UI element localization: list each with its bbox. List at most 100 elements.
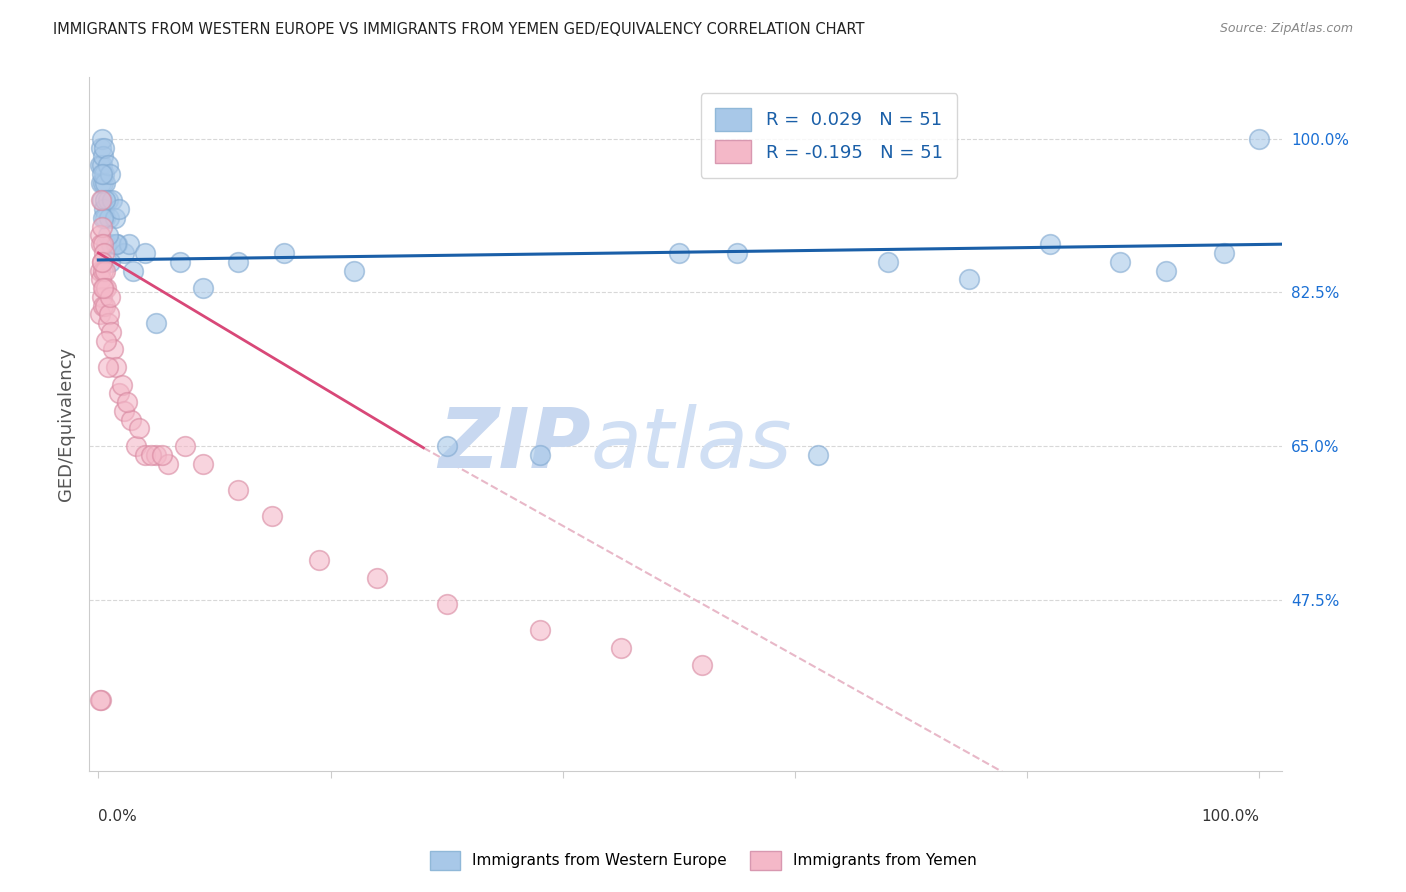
Point <box>1109 254 1132 268</box>
Point <box>90 219 112 234</box>
Point <box>93 167 115 181</box>
Point <box>273 246 295 260</box>
Point <box>98 167 121 181</box>
Point <box>150 448 173 462</box>
Point <box>91 281 114 295</box>
Point <box>90 194 112 208</box>
Point <box>876 254 898 268</box>
Point <box>94 176 117 190</box>
Legend: Immigrants from Western Europe, Immigrants from Yemen: Immigrants from Western Europe, Immigran… <box>422 843 984 877</box>
Point <box>122 263 145 277</box>
Point <box>139 448 162 462</box>
Point <box>90 158 112 172</box>
Point <box>308 553 330 567</box>
Point <box>343 263 366 277</box>
Point <box>529 448 551 462</box>
Point <box>226 254 249 268</box>
Point <box>668 246 690 260</box>
Point <box>101 194 124 208</box>
Point <box>725 246 748 260</box>
Text: Source: ZipAtlas.com: Source: ZipAtlas.com <box>1219 22 1353 36</box>
Point <box>191 281 214 295</box>
Point <box>98 254 121 268</box>
Point <box>90 141 112 155</box>
Point <box>226 483 249 497</box>
Point <box>96 237 118 252</box>
Point <box>91 149 114 163</box>
Point <box>96 334 118 348</box>
Point <box>94 299 117 313</box>
Point <box>93 281 115 295</box>
Point <box>366 571 388 585</box>
Point <box>97 228 120 243</box>
Point <box>128 421 150 435</box>
Point <box>97 316 120 330</box>
Point <box>97 211 120 225</box>
Point <box>1249 132 1271 146</box>
Point <box>1156 263 1178 277</box>
Point <box>807 448 830 462</box>
Point <box>94 211 117 225</box>
Text: IMMIGRANTS FROM WESTERN EUROPE VS IMMIGRANTS FROM YEMEN GED/EQUIVALENCY CORRELAT: IMMIGRANTS FROM WESTERN EUROPE VS IMMIGR… <box>53 22 865 37</box>
Point <box>89 307 111 321</box>
Point <box>90 176 112 190</box>
Point <box>112 246 135 260</box>
Point <box>100 325 122 339</box>
Point <box>104 359 127 374</box>
Point <box>91 299 114 313</box>
Point <box>93 202 115 216</box>
Point <box>124 439 146 453</box>
Point <box>134 448 156 462</box>
Point <box>93 246 115 260</box>
Point <box>529 624 551 638</box>
Point <box>90 693 112 707</box>
Point <box>610 640 633 655</box>
Point <box>108 202 131 216</box>
Point <box>103 343 125 357</box>
Point <box>108 386 131 401</box>
Point <box>156 457 179 471</box>
Point <box>134 246 156 260</box>
Point <box>105 237 128 252</box>
Point <box>90 290 112 304</box>
Text: ZIP: ZIP <box>437 404 591 485</box>
Point <box>97 158 120 172</box>
Text: atlas: atlas <box>591 404 792 485</box>
Point <box>90 167 112 181</box>
Point <box>104 211 127 225</box>
Point <box>94 194 117 208</box>
Y-axis label: GED/Equivalency: GED/Equivalency <box>58 347 75 501</box>
Point <box>100 237 122 252</box>
Point <box>90 254 112 268</box>
Point <box>262 509 284 524</box>
Point <box>91 263 114 277</box>
Point <box>90 237 112 252</box>
Text: 0.0%: 0.0% <box>98 809 138 824</box>
Point <box>117 237 139 252</box>
Point <box>90 272 112 286</box>
Legend: R =  0.029   N = 51, R = -0.195   N = 51: R = 0.029 N = 51, R = -0.195 N = 51 <box>700 94 957 178</box>
Point <box>97 194 120 208</box>
Point <box>112 404 135 418</box>
Point <box>1213 246 1236 260</box>
Point <box>436 597 458 611</box>
Point <box>174 439 197 453</box>
Point <box>89 693 111 707</box>
Point <box>90 132 112 146</box>
Text: 100.0%: 100.0% <box>1201 809 1260 824</box>
Point <box>98 290 121 304</box>
Point <box>117 395 139 409</box>
Point <box>957 272 980 286</box>
Point <box>91 237 114 252</box>
Point <box>436 439 458 453</box>
Point <box>104 237 127 252</box>
Point <box>91 211 114 225</box>
Point <box>89 263 111 277</box>
Point <box>90 194 112 208</box>
Point <box>89 158 111 172</box>
Point <box>145 316 167 330</box>
Point <box>169 254 191 268</box>
Point <box>97 307 120 321</box>
Point <box>94 263 117 277</box>
Point <box>89 228 111 243</box>
